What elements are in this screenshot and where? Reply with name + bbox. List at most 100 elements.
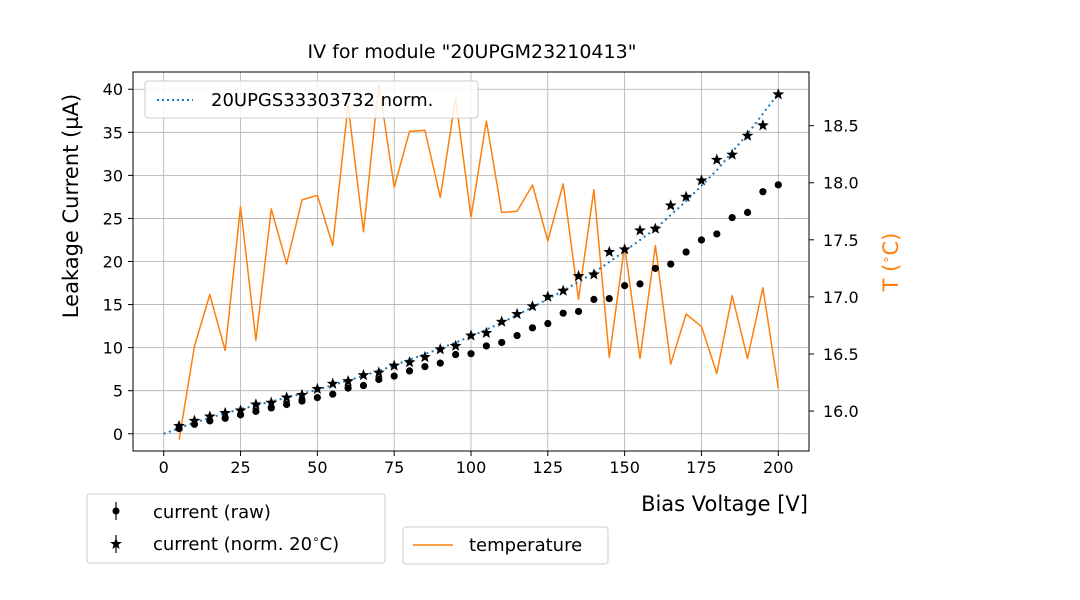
legend-reference: 20UPGS33303732 norm. (144, 80, 479, 119)
point-current-norm (603, 245, 616, 258)
point-current-raw (559, 309, 567, 317)
point-current-raw (743, 208, 752, 217)
point-current-norm (557, 284, 570, 296)
y2-tick-label: 16.0 (823, 402, 859, 421)
point-current-norm (388, 359, 401, 371)
point-current-norm (419, 350, 431, 363)
point-current-norm (188, 414, 201, 426)
y-tick-label: 5 (113, 382, 123, 401)
point-current-norm (495, 315, 508, 327)
y-tick-label: 15 (103, 296, 123, 315)
point-current-norm (664, 199, 677, 211)
point-current-norm (203, 410, 216, 422)
point-current-norm (372, 366, 385, 378)
point-current-norm (403, 356, 416, 368)
point-current-norm (526, 300, 539, 312)
point-current-raw (713, 230, 721, 238)
point-current-norm (634, 224, 646, 236)
point-current-norm (250, 398, 262, 410)
point-current-norm (757, 119, 769, 131)
point-current-norm (572, 269, 585, 282)
point-current-raw (482, 342, 490, 350)
y-axis-label: Leakage Current (µA) (59, 94, 83, 318)
point-current-raw (375, 375, 383, 384)
point-current-norm (541, 290, 554, 302)
point-current-raw (283, 400, 291, 409)
legend-currents: current (raw) current (norm. 20∘C) (86, 493, 386, 564)
point-current-norm (772, 88, 785, 100)
point-current-raw (574, 307, 583, 316)
point-current-raw (697, 236, 706, 244)
y2-tick-label: 18.0 (823, 174, 859, 193)
point-current-norm (649, 222, 662, 234)
legend-label-raw: current (raw) (153, 502, 271, 523)
legend-temperature: temperature (402, 526, 609, 565)
y-tick-label: 35 (103, 123, 123, 142)
point-current-norm (680, 190, 692, 202)
x-tick-label: 125 (533, 458, 564, 477)
series-line-temperature (178, 82, 780, 440)
y-tick-label: 10 (103, 339, 123, 358)
x-tick-label: 75 (384, 458, 404, 477)
y-tick-label: 30 (103, 166, 123, 185)
y2-tick-label: 18.5 (823, 117, 859, 136)
y-axis-right: 16.0 16.5 17.0 17.5 18.0 18.5 (809, 117, 859, 421)
point-current-raw (774, 181, 782, 189)
y2-tick-label: 17.5 (823, 231, 859, 250)
point-current-raw (298, 397, 306, 405)
point-current-raw (252, 407, 260, 415)
x-tick-label: 150 (609, 458, 640, 477)
point-current-raw (605, 294, 613, 303)
legend-circle-marker (112, 507, 120, 515)
x-tick-label: 0 (159, 458, 169, 477)
point-current-raw (405, 367, 414, 375)
point-current-norm (265, 396, 278, 408)
point-current-raw (467, 350, 475, 358)
point-current-raw (590, 295, 598, 303)
x-axis-label: Bias Voltage [V] (641, 492, 808, 516)
y-tick-label: 25 (103, 209, 123, 228)
x-tick-label: 25 (230, 458, 250, 477)
point-current-raw (682, 248, 690, 256)
point-current-norm (710, 153, 723, 165)
point-current-norm (434, 343, 447, 355)
point-current-norm (480, 326, 493, 339)
point-current-norm (618, 243, 631, 255)
point-current-norm (695, 174, 708, 186)
y-tick-label: 20 (103, 253, 123, 272)
y2-axis-label: T (∘C) (879, 233, 903, 293)
point-current-norm (296, 388, 308, 401)
chart-title: IV for module "20UPGM23210413" (308, 41, 637, 63)
x-tick-label: 50 (307, 458, 327, 477)
point-current-norm (449, 339, 462, 351)
legend-star-marker (110, 537, 122, 550)
point-current-raw (759, 188, 767, 196)
point-current-norm (588, 268, 600, 280)
y-axis-left: 0 5 10 15 20 25 30 35 40 (103, 80, 133, 444)
point-current-norm (326, 377, 339, 389)
y2-tick-label: 17.0 (823, 288, 859, 307)
x-axis: 0 25 50 75 100 125 150 175 200 (159, 451, 794, 477)
temperature-layer (178, 82, 780, 440)
point-current-norm (219, 406, 232, 419)
point-current-norm (465, 329, 477, 341)
point-current-raw (436, 359, 444, 367)
y-tick-label: 40 (103, 80, 123, 99)
legend-label-temperature: temperature (469, 535, 582, 556)
point-current-raw (636, 280, 644, 288)
point-current-raw (498, 338, 506, 347)
point-current-raw (329, 390, 337, 398)
point-current-norm (741, 129, 754, 141)
point-current-raw (344, 384, 352, 392)
point-current-raw (359, 381, 368, 390)
point-current-norm (311, 382, 324, 394)
point-current-raw (313, 393, 321, 402)
point-current-norm (511, 307, 523, 320)
point-current-norm (342, 375, 354, 387)
point-current-norm (173, 419, 185, 432)
point-current-raw (667, 260, 675, 268)
point-current-raw (452, 350, 460, 359)
x-tick-label: 100 (456, 458, 487, 477)
y2-tick-label: 16.5 (823, 345, 859, 364)
